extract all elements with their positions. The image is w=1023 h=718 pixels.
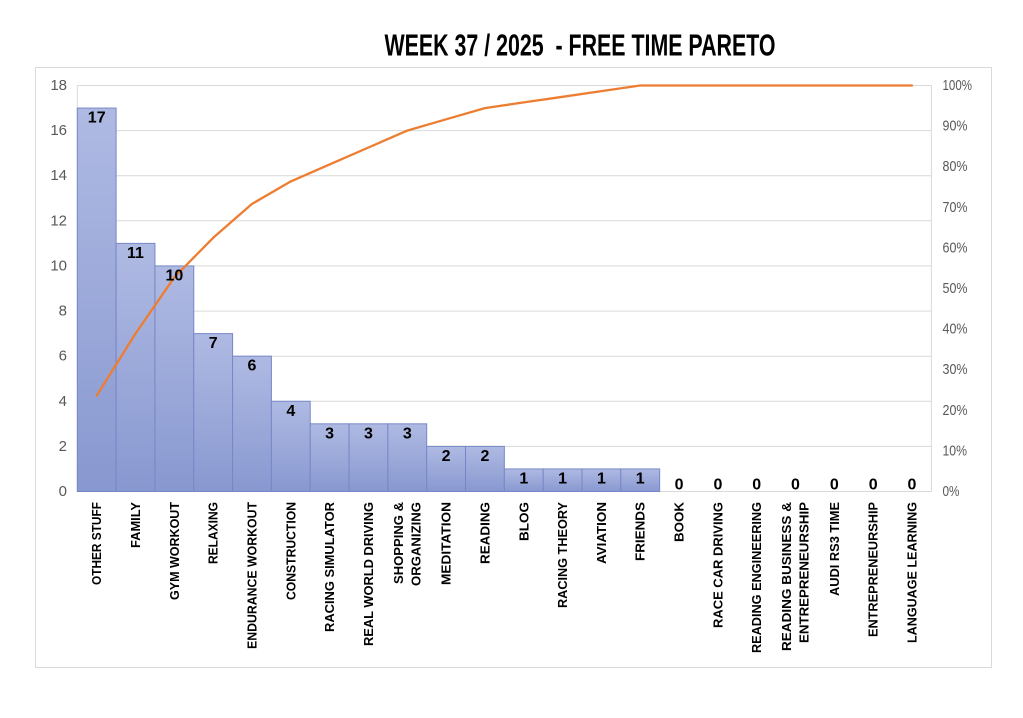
svg-text:20%: 20%	[943, 402, 968, 419]
svg-text:70%: 70%	[943, 199, 968, 216]
svg-text:3: 3	[403, 425, 412, 442]
svg-text:50%: 50%	[943, 280, 968, 297]
svg-text:0: 0	[791, 477, 800, 494]
svg-text:RACING SIMULATOR: RACING SIMULATOR	[322, 501, 337, 632]
svg-text:1: 1	[636, 470, 645, 487]
svg-text:OTHER STUFF: OTHER STUFF	[89, 502, 104, 585]
svg-text:0: 0	[59, 483, 67, 500]
svg-text:1: 1	[519, 470, 528, 487]
svg-text:RACING THEORY: RACING THEORY	[555, 502, 570, 608]
svg-text:0: 0	[830, 477, 839, 494]
svg-text:4: 4	[286, 403, 295, 420]
svg-text:90%: 90%	[943, 118, 968, 135]
svg-text:30%: 30%	[943, 361, 968, 378]
svg-text:4: 4	[59, 393, 67, 410]
svg-text:ENTREPRENEURSHIP: ENTREPRENEURSHIP	[866, 502, 881, 637]
svg-text:2: 2	[480, 448, 489, 465]
svg-text:0: 0	[908, 477, 917, 494]
svg-text:READING: READING	[477, 502, 492, 564]
svg-text:LANGUAGE LEARNING: LANGUAGE LEARNING	[905, 502, 920, 643]
svg-text:AVIATION: AVIATION	[594, 502, 609, 564]
svg-text:0: 0	[869, 477, 878, 494]
svg-text:0: 0	[675, 477, 684, 494]
svg-text:RACE CAR DRIVING: RACE CAR DRIVING	[710, 502, 725, 628]
svg-text:RELAXING: RELAXING	[206, 502, 221, 564]
svg-text:ORGANIZING: ORGANIZING	[408, 502, 423, 586]
svg-text:FRIENDS: FRIENDS	[633, 502, 648, 561]
svg-text:60%: 60%	[943, 239, 968, 256]
svg-text:FAMILY: FAMILY	[128, 502, 143, 548]
svg-text:MEDITATION: MEDITATION	[439, 502, 454, 585]
svg-text:10: 10	[166, 267, 184, 284]
svg-text:CONSTRUCTION: CONSTRUCTION	[283, 502, 298, 600]
svg-text:10%: 10%	[943, 442, 968, 459]
svg-text:ENDURANCE WORKOUT: ENDURANCE WORKOUT	[245, 502, 260, 649]
svg-text:0%: 0%	[943, 483, 960, 500]
svg-text:READING ENGINEERING: READING ENGINEERING	[749, 502, 764, 653]
svg-text:SHOPPING &: SHOPPING &	[391, 502, 406, 584]
svg-text:14: 14	[50, 167, 67, 184]
svg-text:1: 1	[597, 470, 606, 487]
svg-text:6: 6	[248, 358, 257, 375]
svg-text:2: 2	[442, 448, 451, 465]
svg-text:3: 3	[325, 425, 334, 442]
svg-text:12: 12	[50, 212, 67, 229]
svg-text:3: 3	[364, 425, 373, 442]
svg-text:18: 18	[50, 77, 67, 94]
svg-text:100%: 100%	[943, 77, 973, 94]
svg-text:6: 6	[59, 348, 67, 365]
svg-text:10: 10	[50, 257, 67, 274]
svg-text:11: 11	[127, 245, 144, 262]
svg-text:0: 0	[713, 477, 722, 494]
svg-text:16: 16	[50, 122, 67, 139]
svg-text:1: 1	[558, 470, 567, 487]
svg-text:WEEK 37 / 2025 - FREE TIME PA: WEEK 37 / 2025 - FREE TIME PARETO	[385, 29, 776, 63]
svg-text:40%: 40%	[943, 321, 968, 338]
svg-text:ENTREPRENEURSHIP: ENTREPRENEURSHIP	[797, 502, 812, 643]
svg-text:0: 0	[752, 477, 761, 494]
svg-text:8: 8	[59, 303, 67, 320]
svg-text:2: 2	[59, 438, 67, 455]
svg-text:7: 7	[209, 335, 218, 352]
svg-text:80%: 80%	[943, 158, 968, 175]
svg-text:BOOK: BOOK	[672, 501, 687, 542]
svg-text:AUDI RS3 TIME: AUDI RS3 TIME	[827, 502, 842, 596]
svg-text:BLOG: BLOG	[516, 502, 531, 541]
svg-text:READING BUSINESS &: READING BUSINESS &	[779, 502, 794, 651]
svg-text:REAL WORLD DRIVING: REAL WORLD DRIVING	[361, 502, 376, 646]
svg-text:17: 17	[88, 110, 106, 127]
svg-text:GYM WORKOUT: GYM WORKOUT	[167, 502, 182, 600]
